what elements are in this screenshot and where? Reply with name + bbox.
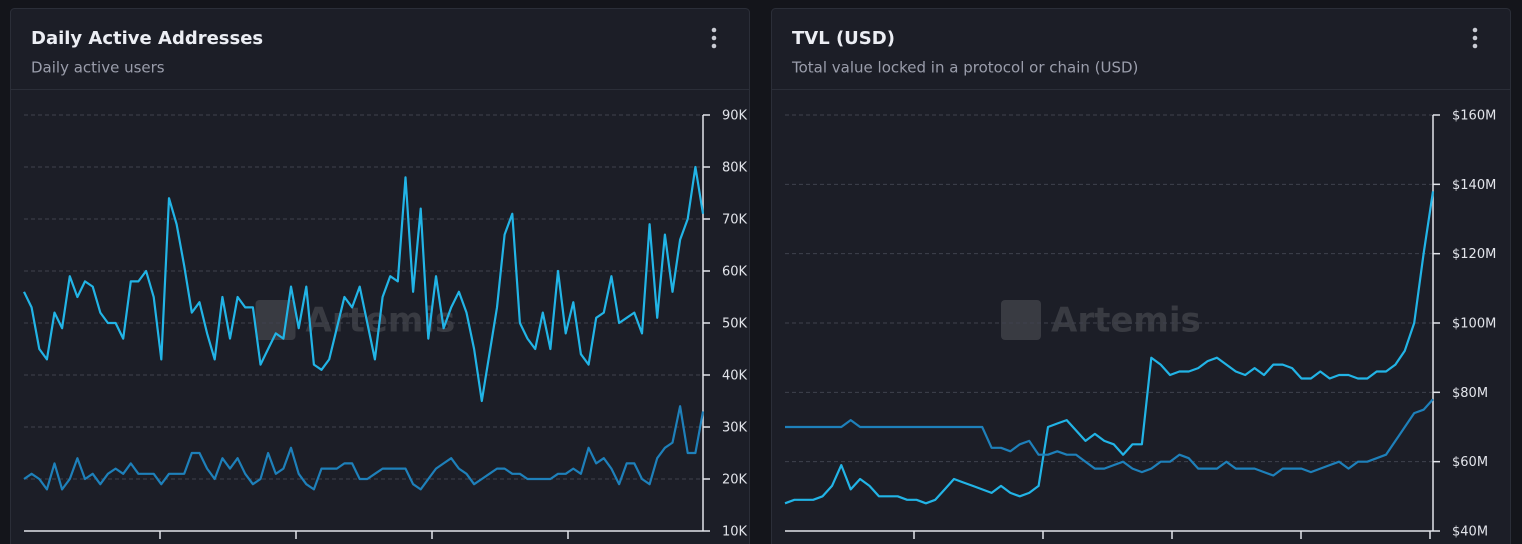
y-tick-label: $120M	[1452, 247, 1496, 262]
chart-subtitle: Total value locked in a protocol or chai…	[791, 59, 1138, 77]
y-tick-label: 50K	[722, 317, 748, 332]
series-line	[784, 191, 1435, 505]
chart-subtitle: Daily active users	[31, 59, 165, 77]
chart-card: TVL (USD) Total value locked in a protoco…	[771, 8, 1511, 544]
series-line	[785, 398, 1434, 477]
series-line	[23, 405, 705, 491]
menu-dot	[1472, 35, 1478, 41]
card-background	[771, 8, 1511, 544]
menu-dot	[711, 35, 717, 41]
watermark-logo	[1001, 300, 1041, 340]
menu-dot	[711, 27, 717, 33]
y-tick-label: 80K	[722, 161, 748, 176]
menu-dot	[711, 43, 717, 49]
card-background	[10, 8, 750, 544]
menu-dot	[1472, 43, 1478, 49]
y-tick-label: 10K	[722, 525, 748, 540]
series-line	[23, 165, 705, 403]
y-tick-label: $80M	[1452, 386, 1488, 401]
y-tick-label: 60K	[722, 265, 748, 280]
chart-card: Daily Active Addresses Daily active users…	[10, 8, 750, 544]
y-tick-label: 20K	[722, 473, 748, 488]
menu-dot	[1472, 27, 1478, 33]
watermark: Artemis	[1001, 300, 1201, 341]
y-tick-label: 40K	[722, 369, 748, 384]
y-tick-label: 30K	[722, 421, 748, 436]
watermark-text: Artemis	[1051, 301, 1201, 341]
more-menu[interactable]	[1472, 27, 1478, 49]
y-tick-label: $60M	[1452, 455, 1488, 470]
y-tick-label: $160M	[1452, 109, 1496, 124]
more-menu[interactable]	[711, 27, 717, 49]
y-tick-label: $100M	[1452, 317, 1496, 332]
y-tick-label: $40M	[1452, 525, 1488, 540]
chart-title: TVL (USD)	[792, 28, 895, 49]
y-tick-label: 70K	[722, 213, 748, 228]
y-tick-label: $140M	[1452, 178, 1496, 193]
y-tick-label: 90K	[722, 109, 748, 124]
chart-title: Daily Active Addresses	[31, 28, 263, 49]
